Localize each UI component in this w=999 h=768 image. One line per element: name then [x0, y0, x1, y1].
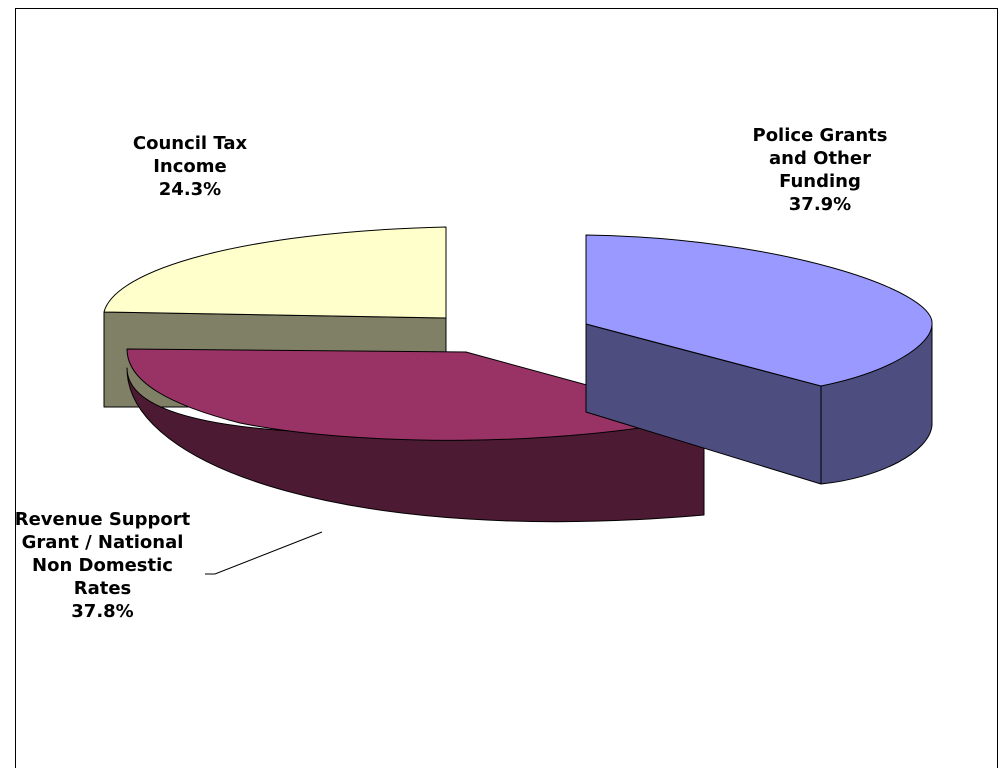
- slice-revenue-support: [126, 348, 705, 523]
- revenue-support-top: [126, 348, 705, 441]
- council-tax-top: [103, 226, 447, 319]
- data-label-council-tax: Council Tax Income 24.3%: [132, 133, 248, 200]
- revenue-support-side: [126, 367, 705, 523]
- data-label-revenue-support: Revenue Support Grant / National Non Dom…: [14, 509, 191, 622]
- data-label-police-grants: Police Grants and Other Funding 37.9%: [752, 125, 888, 215]
- slice-police-grants: [585, 234, 933, 485]
- police-grants-top: [585, 234, 933, 387]
- revenue-support-leader-line: [205, 531, 323, 575]
